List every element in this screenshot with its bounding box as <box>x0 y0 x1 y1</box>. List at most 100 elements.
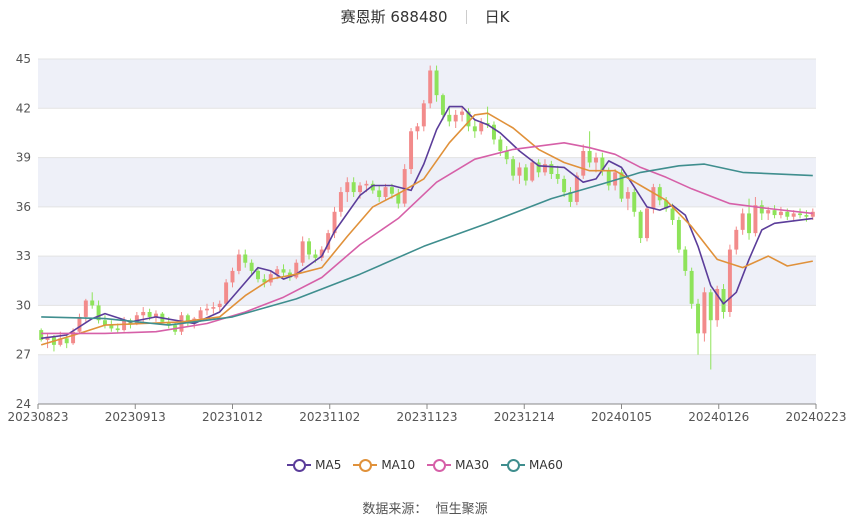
candle-up <box>319 246 324 262</box>
candle-body <box>243 254 248 263</box>
candle-body <box>466 111 471 127</box>
x-tick-label: 20230823 <box>7 410 68 424</box>
candle-down <box>109 320 114 332</box>
title-separator <box>465 10 467 24</box>
candle-down <box>256 267 260 283</box>
candle-body <box>804 215 809 217</box>
candle-down <box>307 238 312 260</box>
grid-band <box>38 256 816 306</box>
candle-down <box>472 119 477 138</box>
candle-up <box>530 159 535 183</box>
candle-up <box>236 249 241 275</box>
candle-body <box>332 211 337 234</box>
candle-body <box>109 325 114 329</box>
candle-up <box>479 118 484 135</box>
candle-up <box>428 65 433 109</box>
candle-body <box>472 126 477 132</box>
candle-body <box>664 200 669 209</box>
candle-up <box>645 206 649 242</box>
candle-down <box>262 274 267 288</box>
candle-down <box>632 188 637 217</box>
candle-body <box>727 249 732 312</box>
candle-body <box>606 170 611 186</box>
candlestick-chart: 24 27 30 33 36 39 42 45 20230823 20230913 20231012… <box>7 52 846 424</box>
candle-down <box>249 259 254 275</box>
candle-body <box>491 124 496 140</box>
ma5-line <box>41 105 813 340</box>
candle-body <box>115 328 120 331</box>
candle-body <box>645 208 649 239</box>
candle-up <box>300 236 305 266</box>
candle-body <box>504 151 509 160</box>
candle-up <box>734 226 739 255</box>
legend-item-ma30[interactable]: MA30 <box>427 458 489 472</box>
candle-body <box>249 262 254 271</box>
candle-body <box>389 187 394 194</box>
grid-band <box>38 59 816 109</box>
candle-up <box>409 128 414 174</box>
candle-body <box>428 70 433 104</box>
candle-body <box>447 114 452 122</box>
candle-body <box>549 164 554 174</box>
candle-body <box>683 249 688 271</box>
x-tick-label: 20230913 <box>105 410 166 424</box>
candle-body <box>90 300 95 306</box>
gridlines <box>38 58 816 405</box>
legend-item-ma60[interactable]: MA60 <box>501 458 563 472</box>
legend-item-ma10[interactable]: MA10 <box>353 458 415 472</box>
data-source: 数据来源： 恒生聚源 <box>0 498 850 517</box>
legend-item-ma5[interactable]: MA5 <box>287 458 341 472</box>
stock-title: 赛恩斯 688480 <box>340 8 448 26</box>
candle-up <box>740 208 745 235</box>
candle-body <box>198 310 203 319</box>
candle-body <box>122 320 127 331</box>
candle-up <box>77 313 82 334</box>
candle-body <box>358 185 363 193</box>
candle-up <box>625 187 630 211</box>
candle-body <box>313 254 318 258</box>
legend-marker-icon <box>287 458 312 472</box>
candle-body <box>275 269 280 275</box>
candle-body <box>434 70 439 96</box>
ma30-line <box>41 142 813 335</box>
candle-up <box>460 106 465 122</box>
y-tick-label: 45 <box>16 52 31 66</box>
candle-body <box>785 211 790 217</box>
y-tick-label: 27 <box>16 348 31 362</box>
x-tick-label: 20231123 <box>396 410 457 424</box>
candle-body <box>676 220 681 250</box>
candle-body <box>759 205 764 214</box>
x-tick-label: 20240126 <box>688 410 749 424</box>
candle-up <box>810 208 815 220</box>
candle-body <box>740 213 745 230</box>
candle-up <box>542 159 547 176</box>
candle-down <box>689 267 694 309</box>
candle-up <box>338 187 343 217</box>
candle-body <box>708 292 713 321</box>
candle-up <box>230 267 235 288</box>
candle-body <box>166 321 171 326</box>
candle-body <box>281 269 286 273</box>
candle-body <box>141 312 146 316</box>
candle-body <box>326 233 331 250</box>
candle-up <box>453 109 458 128</box>
grid-bands <box>38 59 816 404</box>
legend-marker-icon <box>353 458 378 472</box>
candle-body <box>262 279 267 283</box>
y-tick-label: 36 <box>16 200 31 214</box>
candle-body <box>294 262 299 278</box>
candle-down <box>696 298 701 355</box>
candle-body <box>657 187 662 201</box>
candle-body <box>453 114 458 122</box>
candle-body <box>307 241 312 255</box>
candle-down <box>351 177 356 197</box>
candle-down <box>683 246 688 276</box>
candle-down <box>523 164 528 186</box>
candle-body <box>600 157 605 171</box>
candle-body <box>479 123 484 132</box>
axes: 24 27 30 33 36 39 42 45 20230823 20230913 20231012… <box>7 52 846 424</box>
candle-up <box>224 279 229 306</box>
candle-down <box>676 216 681 253</box>
candle-body <box>460 111 465 115</box>
candle-body <box>530 162 535 181</box>
